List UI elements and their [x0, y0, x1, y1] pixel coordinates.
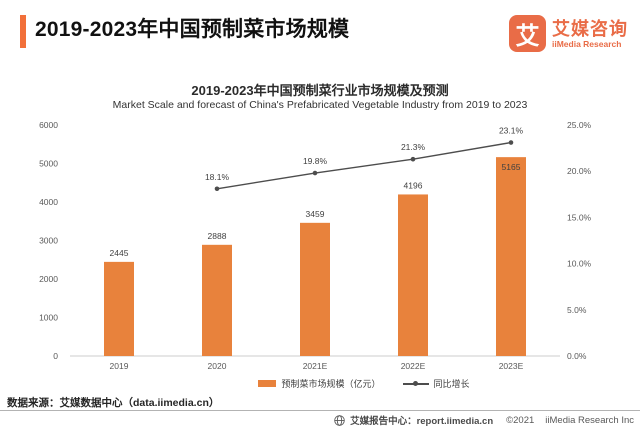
left-axis-tick: 1000 — [39, 313, 58, 323]
growth-point — [410, 156, 416, 162]
bar-value-label: 4196 — [404, 180, 423, 190]
bar-value-label: 2445 — [110, 248, 129, 258]
line-legend-marker — [402, 380, 429, 387]
growth-value-label: 18.1% — [205, 172, 230, 182]
report-center-link[interactable]: 艾媒报告中心：report.iimedia.cn — [350, 416, 494, 427]
legend-label-line: 同比增长 — [433, 379, 470, 389]
left-axis-tick: 0 — [53, 351, 58, 361]
bar-value-label: 3459 — [306, 209, 325, 219]
legend-label-bar: 预制菜市场规模（亿元） — [281, 379, 381, 389]
right-axis-tick: 20.0% — [567, 166, 592, 176]
iimedia-logo-icon: 艾 — [509, 15, 546, 52]
left-axis-tick: 3000 — [39, 236, 58, 246]
bar-2019 — [104, 261, 134, 356]
iimedia-logo: 艾 艾媒咨询 iiMedia Research — [509, 15, 628, 52]
x-axis-label-2023E: 2023E — [499, 361, 524, 371]
logo-name-cn: 艾媒咨询 — [552, 18, 628, 39]
chart-title: 2019-2023年中国预制菜行业市场规模及预测 — [191, 83, 449, 98]
right-axis-tick: 25.0% — [567, 120, 592, 130]
growth-line — [216, 141, 512, 190]
logo-name-en: iiMedia Research — [552, 38, 622, 49]
logo-text: 艾媒咨询 iiMedia Research — [552, 19, 628, 49]
growth-value-label: 21.3% — [401, 142, 426, 152]
legend-item-yoy-growth: 同比增长 — [402, 377, 470, 390]
growth-point — [214, 186, 220, 192]
bar-value-label: 5165 — [502, 162, 521, 172]
growth-value-label: 19.8% — [303, 156, 328, 166]
company-name: iiMedia Research Inc — [545, 414, 634, 426]
left-axis-tick: 2000 — [39, 274, 58, 284]
bar-legend-swatch — [258, 380, 277, 387]
right-axis-tick: 10.0% — [567, 259, 592, 269]
chart-legend: 预制菜市场规模（亿元） 同比增长 — [0, 377, 640, 390]
right-axis-tick: 5.0% — [567, 305, 587, 315]
x-axis-label-2019: 2019 — [110, 361, 129, 371]
x-axis-label-2020: 2020 — [208, 361, 227, 371]
copyright-year: ©2021 — [506, 414, 535, 426]
left-axis-tick: 5000 — [39, 159, 58, 169]
x-axis-label-2021E: 2021E — [303, 361, 328, 371]
bar-value-label: 2888 — [208, 231, 227, 241]
bar-2022E — [398, 194, 428, 356]
bar-2021E — [300, 222, 330, 356]
chart-subtitle: Market Scale and forecast of China's Pre… — [112, 99, 528, 111]
left-axis-tick: 6000 — [39, 120, 58, 130]
globe-icon — [334, 414, 345, 426]
growth-point — [508, 140, 514, 145]
footer-divider — [0, 410, 640, 411]
bar-2023E — [496, 157, 526, 356]
x-axis-label-2022E: 2022E — [401, 361, 426, 371]
growth-point — [312, 170, 318, 176]
legend-item-market-scale: 预制菜市场规模（亿元） — [258, 377, 381, 390]
left-axis-tick: 4000 — [39, 197, 58, 207]
footer-bar: 艾媒报告中心：report.iimedia.cn ©2021 iiMedia R… — [334, 413, 634, 427]
page-title: 2019-2023年中国预制菜市场规模 — [35, 18, 350, 41]
header-accent-bar — [20, 15, 26, 48]
right-axis-tick: 0.0% — [567, 351, 587, 361]
data-source-note: 数据来源：艾媒数据中心（data.iimedia.cn） — [7, 397, 220, 409]
growth-value-label: 23.1% — [499, 126, 524, 136]
right-axis-tick: 15.0% — [567, 212, 592, 222]
bar-2020 — [202, 244, 232, 356]
